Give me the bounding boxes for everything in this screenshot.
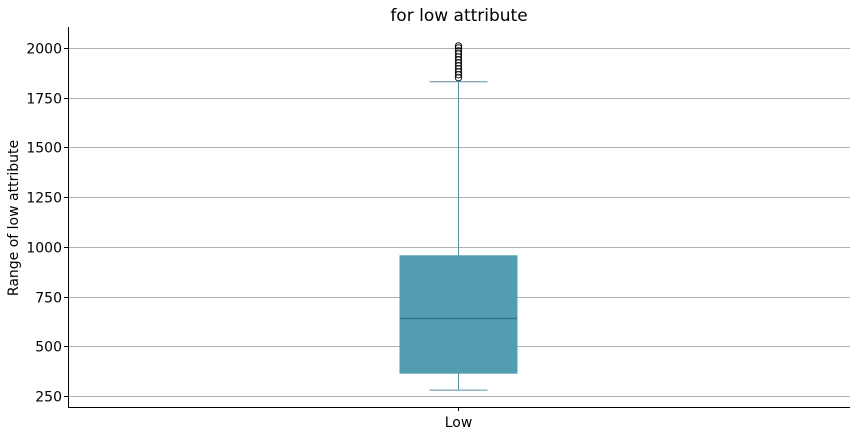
chart-title: for low attribute <box>390 6 527 26</box>
box-group <box>399 42 518 391</box>
y-tick-label: 250 <box>35 390 62 406</box>
y-tick-label: 1500 <box>26 141 62 157</box>
y-axis-label: Range of low attribute <box>6 140 22 296</box>
y-tick-label: 500 <box>35 340 62 356</box>
y-tick-label: 1750 <box>26 92 62 108</box>
axes: 250 500 750 1000 1250 1500 1750 2000 Low <box>26 27 850 431</box>
y-tick-label: 1250 <box>26 191 62 207</box>
interquartile-box <box>399 255 518 374</box>
y-tick-label: 2000 <box>26 42 62 58</box>
outlier-point <box>454 42 463 50</box>
outlier-point <box>454 47 463 55</box>
y-tick-label: 1000 <box>26 241 62 257</box>
x-tick-label: Low <box>445 415 473 431</box>
y-tick-label: 750 <box>35 291 62 307</box>
outlier-point <box>454 44 463 52</box>
